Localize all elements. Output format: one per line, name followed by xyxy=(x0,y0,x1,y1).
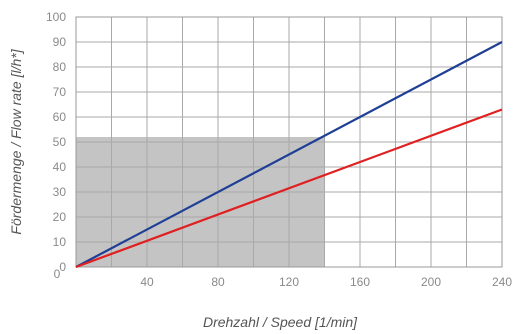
series-lines xyxy=(75,41,503,269)
y-tick-label: 100 xyxy=(46,10,66,24)
series-line-2 xyxy=(75,108,503,269)
x-axis-label: Drehzahl / Speed [1/min] xyxy=(203,314,358,330)
x-tick-label: 240 xyxy=(492,275,512,289)
y-tick-label: 20 xyxy=(53,210,67,224)
x-tick-label: 40 xyxy=(140,275,154,289)
y-tick-label: 30 xyxy=(53,185,67,199)
x-tick-label: 160 xyxy=(350,275,370,289)
y-tick-label: 70 xyxy=(53,85,67,99)
y-tick-label: 60 xyxy=(53,110,67,124)
y-origin-label: 0 xyxy=(59,260,66,274)
y-tick-label: 10 xyxy=(53,235,67,249)
x-tick-label: 200 xyxy=(421,275,441,289)
y-tick-label: 90 xyxy=(53,35,67,49)
y-tick-labels: 10 20 30 40 50 60 70 80 90 100 xyxy=(46,10,66,249)
x-origin-label: 0 xyxy=(54,267,61,281)
y-tick-label: 80 xyxy=(53,60,67,74)
x-tick-label: 120 xyxy=(279,275,299,289)
grid-lines xyxy=(76,17,502,267)
plot-frame xyxy=(75,16,503,268)
y-tick-label: 50 xyxy=(53,135,67,149)
series-line-1 xyxy=(75,41,503,268)
x-tick-labels: 40 80 120 160 200 240 xyxy=(140,275,512,289)
x-tick-label: 80 xyxy=(211,275,225,289)
y-axis-label: Fördermenge / Flow rate [l/h*] xyxy=(8,48,24,234)
y-tick-label: 40 xyxy=(53,160,67,174)
